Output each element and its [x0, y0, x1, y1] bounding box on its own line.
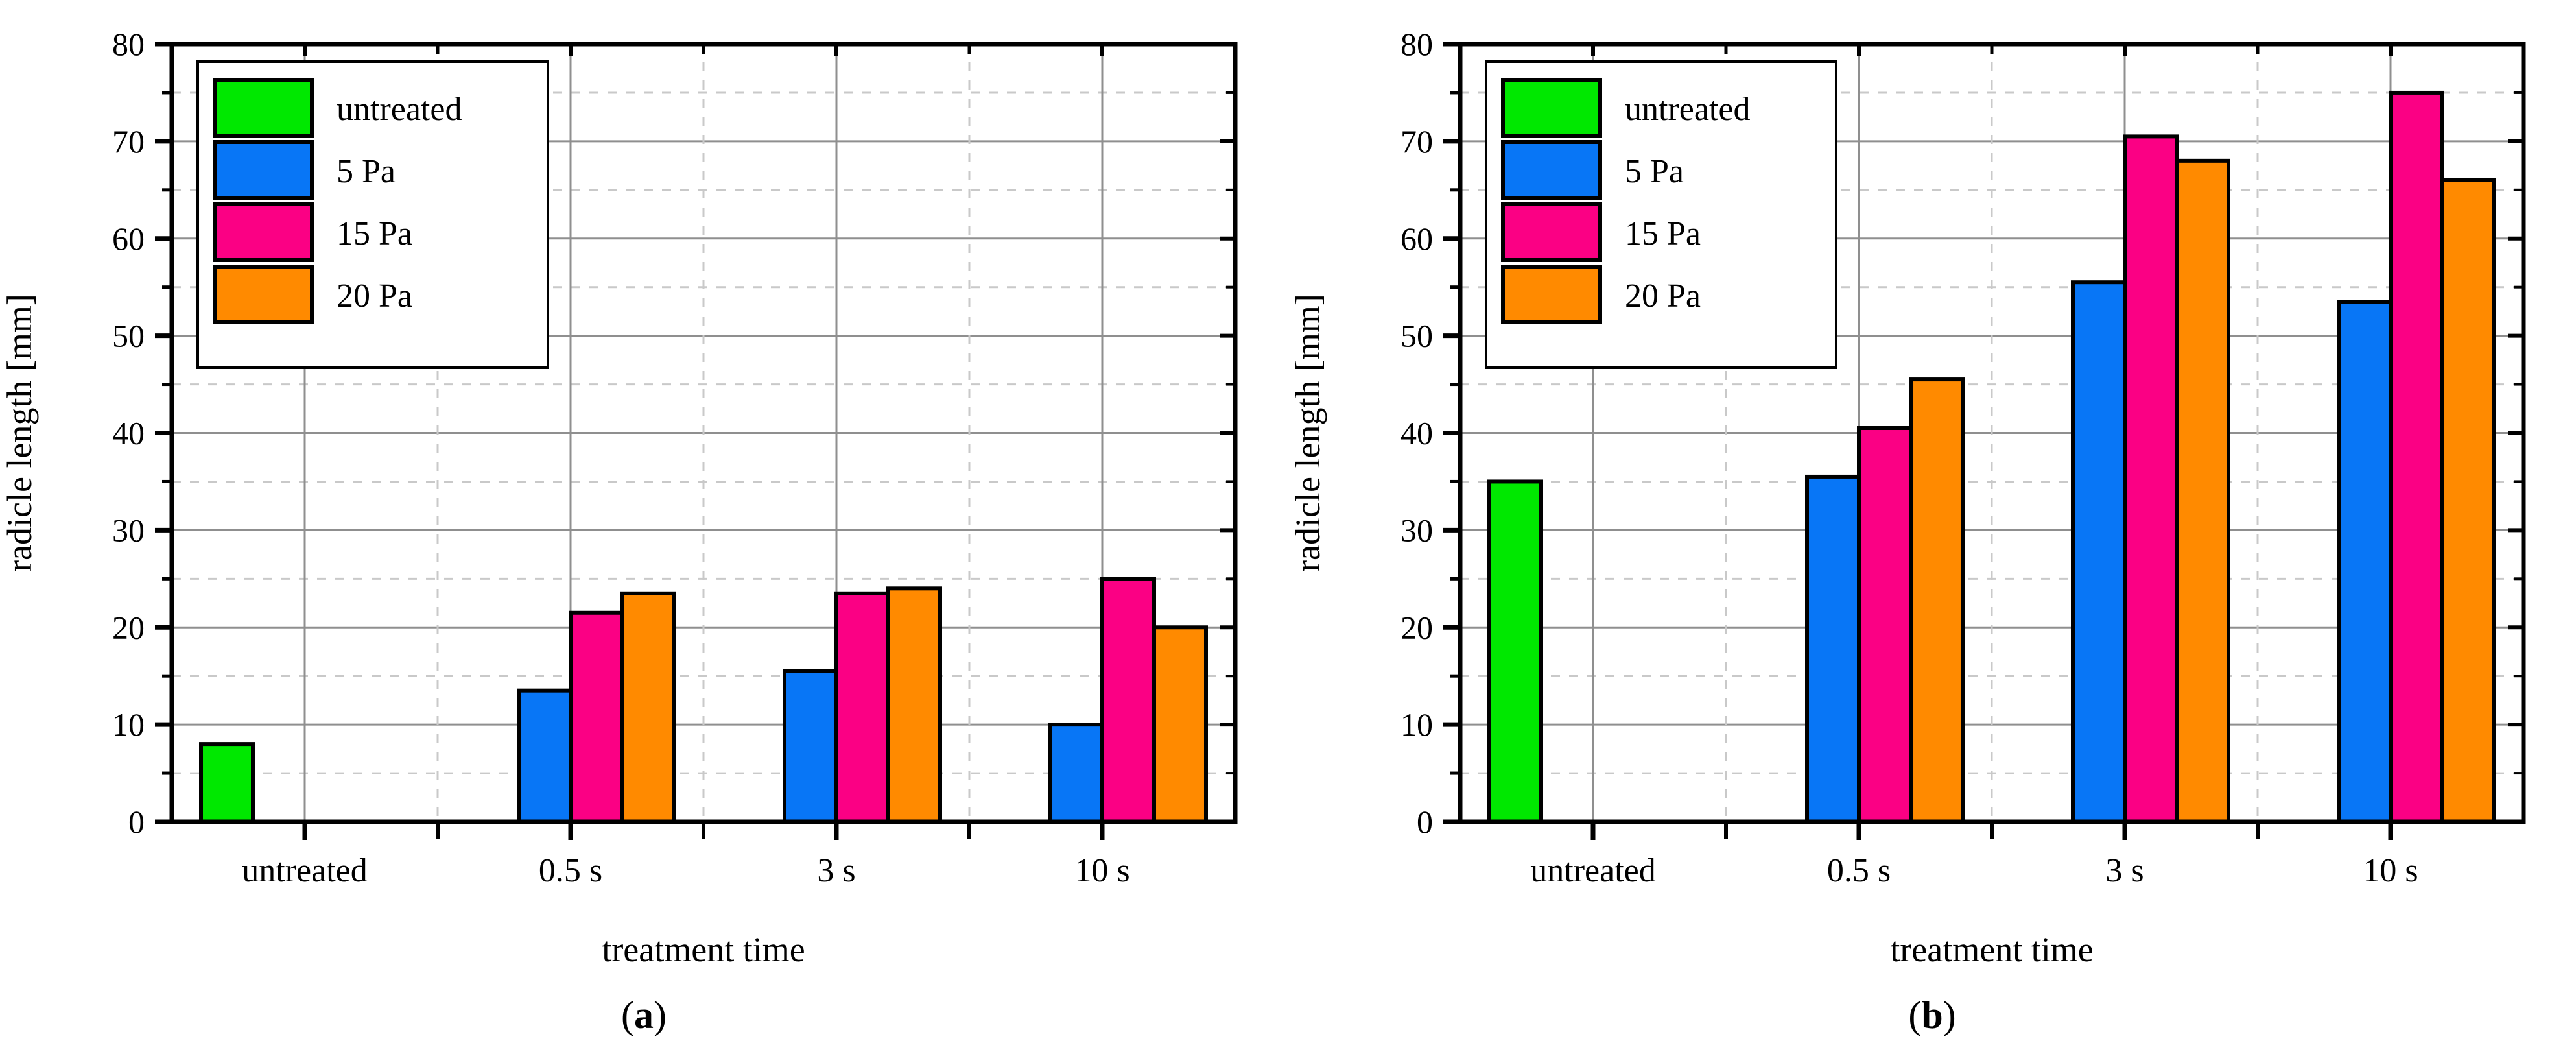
- axis-ticks: [155, 42, 1235, 840]
- bar-20Pa-3s: [886, 586, 942, 824]
- bar-15Pa-10s: [2389, 90, 2444, 824]
- y-tick-label: 0: [128, 804, 145, 840]
- chart-panel-b: 0 10 20 30 40 50 60 70 80 untreated 0.5 s 3 s 10 s tr…: [1288, 0, 2576, 1054]
- y-tick-label: 10: [1400, 706, 1433, 743]
- legend-label-untreated: untreated: [1625, 91, 1750, 128]
- bar-15Pa-0.5s: [1857, 426, 1913, 824]
- x-tick-label: 0.5 s: [1827, 852, 1891, 889]
- bar-20Pa-10s: [2440, 178, 2496, 824]
- bar-20Pa-3s: [2175, 158, 2230, 824]
- y-tick-label: 50: [1400, 318, 1433, 354]
- legend-swatch-5Pa: [1501, 140, 1602, 200]
- legend-swatch-15Pa: [213, 202, 314, 262]
- y-tick-label: 10: [112, 706, 145, 743]
- y-tick-label: 70: [1400, 123, 1433, 160]
- bar-20Pa-10s: [1152, 625, 1208, 824]
- y-tick-label: 0: [1417, 804, 1433, 840]
- caption-a-close: ): [654, 994, 667, 1036]
- legend: untreated 5 Pa 15 Pa 20 Pa: [196, 60, 549, 369]
- x-tick-label: 10 s: [1074, 852, 1129, 889]
- bar-untreated-untreated: [1487, 479, 1543, 824]
- legend-swatch-20Pa: [1501, 265, 1602, 324]
- x-axis-label: treatment time: [1890, 930, 2093, 969]
- caption-b: (b): [1288, 986, 2576, 1051]
- bar-untreated-untreated: [199, 742, 255, 824]
- y-axis-label: radicle length [mm]: [0, 294, 39, 572]
- bar-15Pa-0.5s: [569, 610, 624, 824]
- bar-chart-b: 0 10 20 30 40 50 60 70 80 untreated 0.5 s 3 s 10 s tr…: [1288, 26, 2526, 969]
- x-tick-label: 3 s: [2105, 852, 2144, 889]
- chart-panel-a: 0 10 20 30 40 50 60 70 80 untreated 0.5 s 3 s 10 s tr…: [0, 26, 1288, 1051]
- bar-20Pa-0.5s: [620, 591, 676, 824]
- bar-5Pa-10s: [2337, 300, 2393, 824]
- y-tick-label: 60: [1400, 221, 1433, 257]
- bar-chart-a: 0 10 20 30 40 50 60 70 80 untreated 0.5 s 3 s 10 s tr…: [0, 26, 1238, 969]
- caption-b-letter: b: [1921, 994, 1943, 1036]
- legend-label-15Pa: 15 Pa: [337, 215, 412, 252]
- legend-label-untreated: untreated: [337, 91, 462, 128]
- bar-5Pa-3s: [783, 669, 838, 824]
- legend: untreated 5 Pa 15 Pa 20 Pa: [1485, 60, 1837, 369]
- x-axis-label: treatment time: [602, 930, 805, 969]
- bar-5Pa-0.5s: [517, 688, 573, 824]
- x-tick-label: untreated: [242, 852, 367, 889]
- bar-15Pa-10s: [1100, 577, 1156, 824]
- y-tick-label: 60: [112, 221, 145, 257]
- bar-5Pa-0.5s: [1805, 474, 1861, 824]
- caption-a-letter: a: [634, 994, 654, 1036]
- bars: [199, 577, 1208, 824]
- caption-a-open: (: [621, 994, 634, 1036]
- y-tick-label: 20: [1400, 609, 1433, 645]
- legend-swatch-20Pa: [213, 265, 314, 324]
- legend-label-5Pa: 5 Pa: [337, 153, 396, 190]
- caption-b-open: (: [1908, 994, 1922, 1036]
- y-tick-label: 30: [112, 512, 145, 548]
- x-tick-label: 0.5 s: [539, 852, 602, 889]
- legend-label-15Pa: 15 Pa: [1625, 215, 1701, 252]
- bars: [1487, 90, 2496, 824]
- y-tick-label: 50: [112, 318, 145, 354]
- x-tick-label: 10 s: [2363, 852, 2418, 889]
- bar-5Pa-3s: [2071, 280, 2127, 824]
- legend-label-5Pa: 5 Pa: [1625, 153, 1684, 190]
- y-tick-label: 40: [1400, 415, 1433, 451]
- legend-label-20Pa: 20 Pa: [337, 278, 412, 315]
- y-tick-label: 80: [1400, 26, 1433, 62]
- axis-ticks: [1443, 42, 2523, 840]
- caption-b-close: ): [1943, 994, 1956, 1036]
- legend-swatch-5Pa: [213, 140, 314, 200]
- y-tick-label: 30: [1400, 512, 1433, 548]
- y-axis-label: radicle length [mm]: [1288, 294, 1327, 572]
- legend-swatch-untreated: [213, 78, 314, 138]
- x-tick-label: untreated: [1530, 852, 1655, 889]
- y-tick-label: 40: [112, 415, 145, 451]
- y-tick-label: 20: [112, 609, 145, 645]
- legend-swatch-15Pa: [1501, 202, 1602, 262]
- y-tick-label: 70: [112, 123, 145, 160]
- x-tick-label: 3 s: [817, 852, 855, 889]
- legend-swatch-untreated: [1501, 78, 1602, 138]
- bar-20Pa-0.5s: [1909, 377, 1965, 824]
- bar-5Pa-10s: [1048, 723, 1104, 824]
- bar-15Pa-3s: [2123, 134, 2179, 824]
- legend-label-20Pa: 20 Pa: [1625, 278, 1701, 315]
- y-tick-label: 80: [112, 26, 145, 62]
- caption-a: (a): [0, 986, 1288, 1051]
- bar-15Pa-3s: [834, 591, 890, 824]
